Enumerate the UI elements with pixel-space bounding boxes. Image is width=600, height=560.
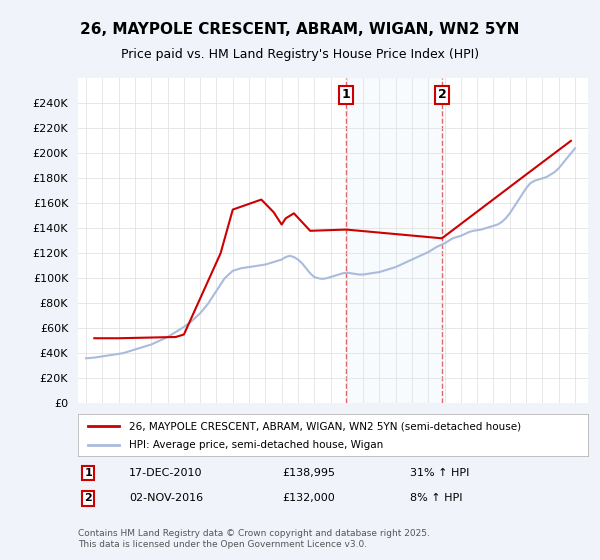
- Text: £138,995: £138,995: [282, 468, 335, 478]
- Text: 17-DEC-2010: 17-DEC-2010: [129, 468, 203, 478]
- Text: 31% ↑ HPI: 31% ↑ HPI: [409, 468, 469, 478]
- Text: £132,000: £132,000: [282, 493, 335, 503]
- Text: HPI: Average price, semi-detached house, Wigan: HPI: Average price, semi-detached house,…: [129, 440, 383, 450]
- Text: 26, MAYPOLE CRESCENT, ABRAM, WIGAN, WN2 5YN: 26, MAYPOLE CRESCENT, ABRAM, WIGAN, WN2 …: [80, 22, 520, 38]
- Text: Contains HM Land Registry data © Crown copyright and database right 2025.
This d: Contains HM Land Registry data © Crown c…: [78, 529, 430, 549]
- Text: 2: 2: [437, 88, 446, 101]
- Text: 8% ↑ HPI: 8% ↑ HPI: [409, 493, 462, 503]
- Text: 02-NOV-2016: 02-NOV-2016: [129, 493, 203, 503]
- Bar: [346, 78, 442, 403]
- Text: 1: 1: [85, 468, 92, 478]
- Text: 26, MAYPOLE CRESCENT, ABRAM, WIGAN, WN2 5YN (semi-detached house): 26, MAYPOLE CRESCENT, ABRAM, WIGAN, WN2 …: [129, 421, 521, 431]
- Text: 2: 2: [85, 493, 92, 503]
- Text: Price paid vs. HM Land Registry's House Price Index (HPI): Price paid vs. HM Land Registry's House …: [121, 48, 479, 60]
- Text: 1: 1: [342, 88, 350, 101]
